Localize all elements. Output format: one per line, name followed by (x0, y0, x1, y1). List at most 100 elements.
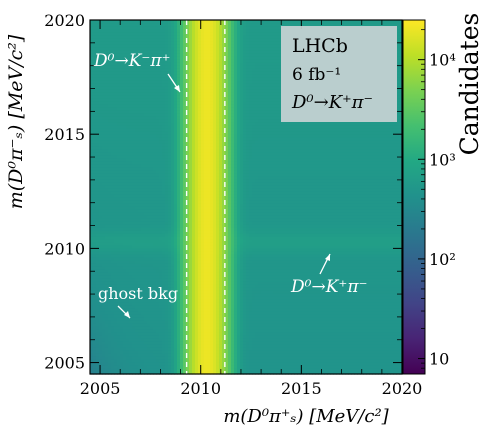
heatmap-cell (117, 71, 121, 75)
heatmap-cell (159, 68, 163, 72)
heatmap-cell (153, 359, 157, 363)
heatmap-cell (129, 161, 133, 165)
heatmap-cell (153, 110, 157, 114)
heatmap-cell (141, 101, 145, 105)
heatmap-cell (141, 29, 145, 33)
heatmap-cell (90, 29, 94, 33)
heatmap-cell (123, 314, 127, 318)
heatmap-cell (117, 86, 121, 90)
heatmap-cell (129, 347, 133, 351)
heatmap-cell (99, 101, 103, 105)
heatmap-cell (102, 26, 106, 30)
heatmap-cell (132, 53, 136, 57)
heatmap-cell (159, 209, 163, 213)
heatmap-cell (126, 359, 130, 363)
heatmap-cell (117, 323, 121, 327)
heatmap-cell (93, 194, 97, 198)
heatmap-cell (144, 20, 148, 24)
heatmap-cell (123, 26, 127, 30)
heatmap-cell (147, 86, 151, 90)
heatmap-cell (153, 302, 157, 306)
heatmap-cell (123, 71, 127, 75)
heatmap-cell (102, 113, 106, 117)
heatmap-cell (90, 323, 94, 327)
heatmap-cell (156, 89, 160, 93)
heatmap-cell (162, 296, 166, 300)
heatmap-cell (93, 176, 97, 180)
heatmap-cell (159, 32, 163, 36)
heatmap-cell (126, 29, 130, 33)
heatmap-cell (114, 272, 118, 276)
heatmap-cell (93, 122, 97, 126)
heatmap-cell (96, 326, 100, 330)
heatmap-cell (108, 32, 112, 36)
heatmap-cell (129, 281, 133, 285)
heatmap-cell (105, 53, 109, 57)
heatmap-cell (147, 245, 151, 249)
heatmap-cell (135, 203, 139, 207)
heatmap-cell (141, 188, 145, 192)
heatmap-cell (138, 56, 142, 60)
heatmap-cell (126, 332, 130, 336)
heatmap-cell (123, 35, 127, 39)
heatmap-cell (102, 98, 106, 102)
heatmap-cell (156, 53, 160, 57)
heatmap-cell (153, 65, 157, 69)
heatmap-cell (90, 209, 94, 213)
heatmap-cell (108, 47, 112, 51)
heatmap-cell (138, 293, 142, 297)
heatmap-cell (150, 71, 154, 75)
heatmap-cell (105, 362, 109, 366)
heatmap-cell (108, 152, 112, 156)
heatmap-cell (105, 254, 109, 258)
heatmap-cell (138, 197, 142, 201)
heatmap-cell (138, 359, 142, 363)
heatmap-cell (147, 29, 151, 33)
heatmap-cell (123, 134, 127, 138)
heatmap-cell (150, 260, 154, 264)
heatmap-cell (96, 335, 100, 339)
heatmap-cell (105, 353, 109, 357)
heatmap-cell (126, 200, 130, 204)
heatmap-cell (120, 242, 124, 246)
heatmap-cell (90, 140, 94, 144)
heatmap-cell (105, 65, 109, 69)
heatmap-cell (126, 131, 130, 135)
heatmap-cell (117, 365, 121, 369)
heatmap-cell (150, 104, 154, 108)
heatmap-cell (159, 131, 163, 135)
heatmap-cell (108, 161, 112, 165)
heatmap-cell (102, 311, 106, 315)
heatmap-cell (132, 224, 136, 228)
heatmap-cell (150, 68, 154, 72)
heatmap-cell (135, 185, 139, 189)
heatmap-cell (135, 44, 139, 48)
heatmap-cell (123, 233, 127, 237)
heatmap-cell (105, 260, 109, 264)
heatmap-cell (93, 146, 97, 150)
heatmap-cell (129, 314, 133, 318)
heatmap-cell (114, 65, 118, 69)
heatmap-cell (93, 290, 97, 294)
heatmap-cell (105, 212, 109, 216)
heatmap-cell (138, 161, 142, 165)
heatmap-cell (156, 263, 160, 267)
heatmap-cell (120, 23, 124, 27)
heatmap-cell (105, 176, 109, 180)
heatmap-cell (129, 230, 133, 234)
heatmap-cell (108, 227, 112, 231)
heatmap-cell (153, 68, 157, 72)
heatmap-cell (147, 260, 151, 264)
heatmap-cell (123, 329, 127, 333)
heatmap-cell (135, 140, 139, 144)
heatmap-cell (96, 236, 100, 240)
heatmap-cell (132, 110, 136, 114)
heatmap-cell (147, 332, 151, 336)
heatmap-cell (93, 68, 97, 72)
heatmap-cell (141, 23, 145, 27)
heatmap-cell (150, 257, 154, 261)
heatmap-cell (138, 29, 142, 33)
heatmap-cell (96, 137, 100, 141)
heatmap-cell (123, 122, 127, 126)
heatmap-cell (156, 254, 160, 258)
